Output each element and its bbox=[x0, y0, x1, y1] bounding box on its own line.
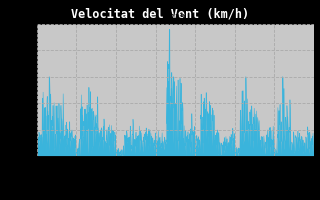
Text: Velocitat del Vent (km/h): Velocitat del Vent (km/h) bbox=[71, 8, 249, 21]
Text: 2025: 2025 bbox=[165, 14, 185, 23]
